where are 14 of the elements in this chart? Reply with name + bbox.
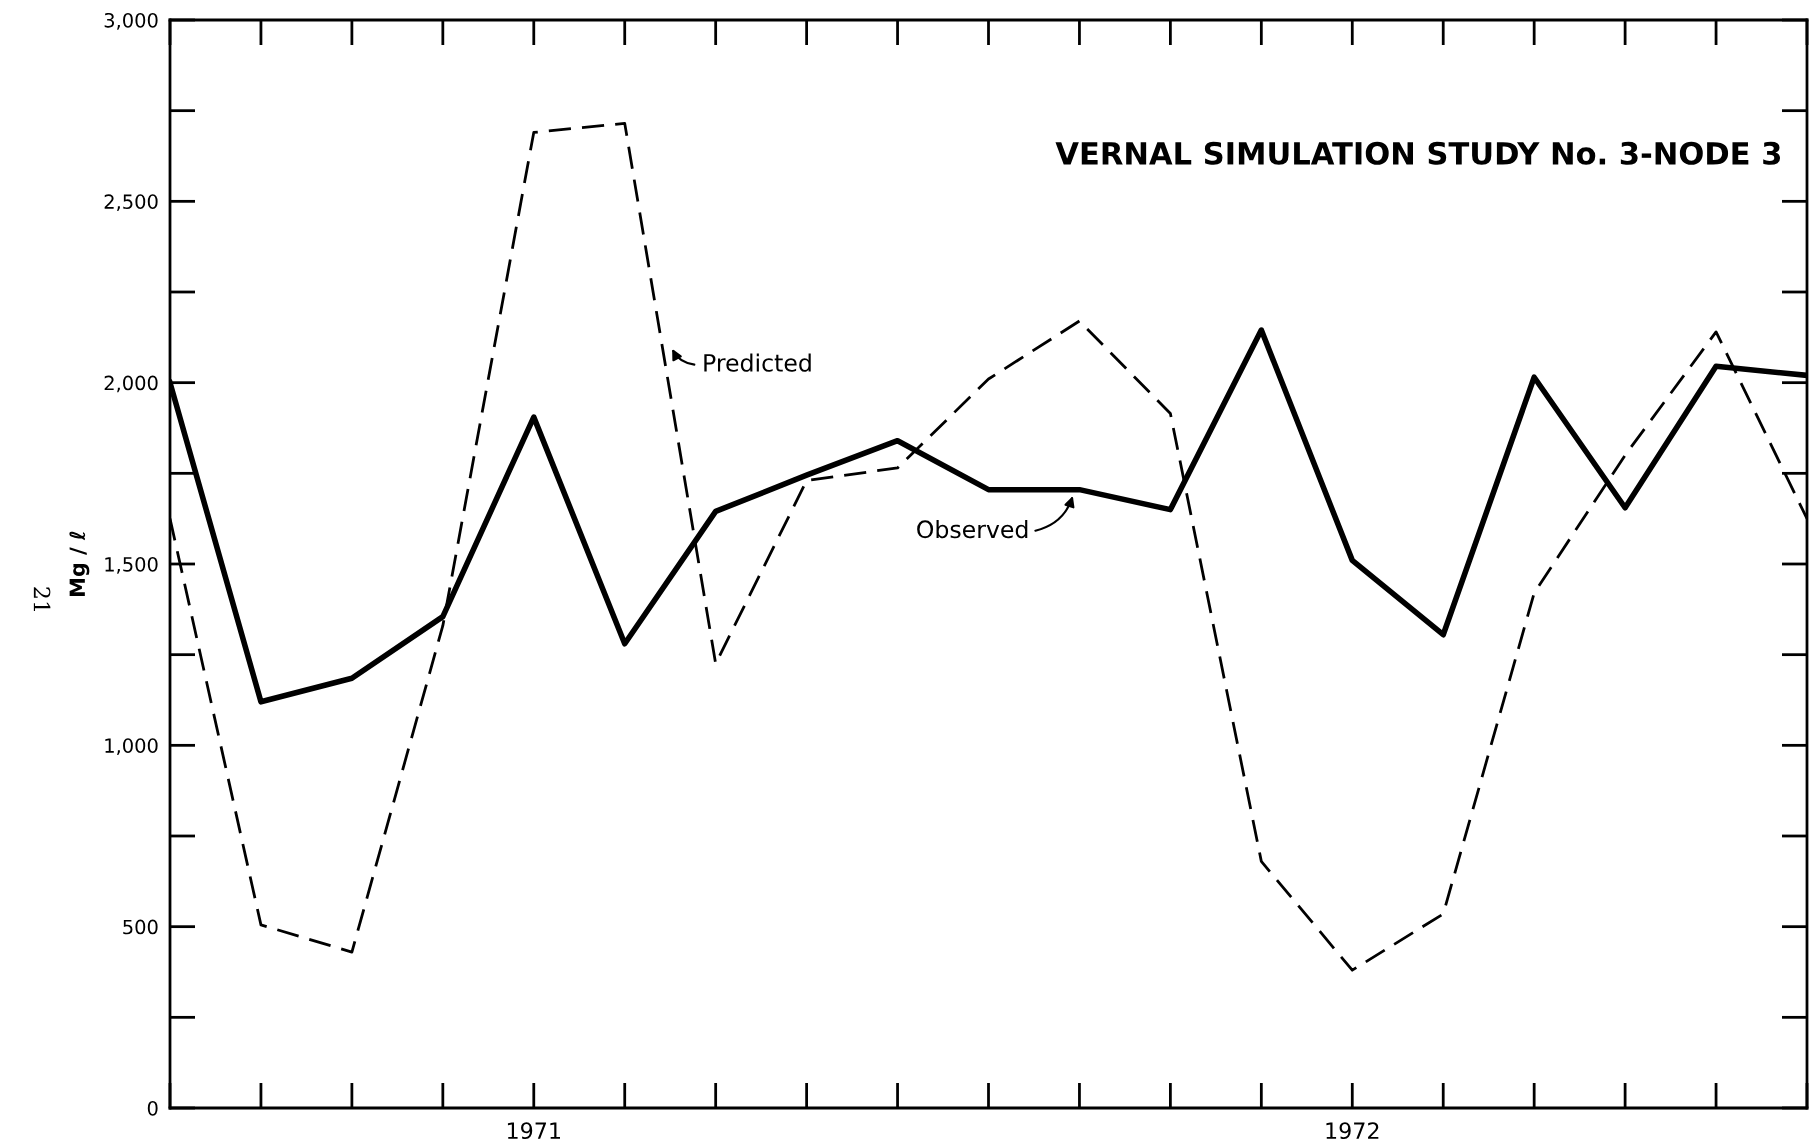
y-tick-label: 3,000 bbox=[104, 12, 158, 30]
y-tick-label: 2,000 bbox=[104, 375, 158, 393]
y-tick-label: 500 bbox=[123, 919, 158, 935]
y-tick-label: 1,500 bbox=[105, 556, 158, 574]
y-tick-label: 2,500 bbox=[104, 194, 158, 211]
y-tick-label: 1,000 bbox=[105, 738, 158, 755]
x-tick-label: 1971 bbox=[507, 1122, 560, 1140]
annotation: Observed bbox=[917, 519, 1028, 539]
text: VERNAL SIMULATION STUDY No. 3-NODE 3 bbox=[1055, 141, 1781, 165]
y-tick-label: 0 bbox=[147, 1100, 158, 1116]
x-tick-label: 1972 bbox=[1326, 1122, 1379, 1140]
y-axis-title: Mg / ℓ bbox=[69, 531, 90, 596]
annotation: Predicted bbox=[704, 353, 811, 372]
text: 21 bbox=[33, 587, 51, 611]
